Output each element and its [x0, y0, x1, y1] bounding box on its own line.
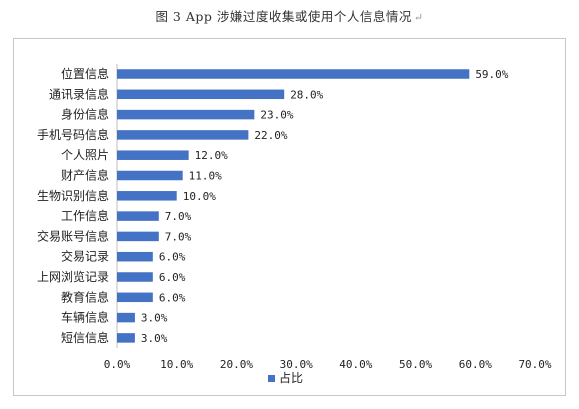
category-label: 生物识别信息: [37, 188, 109, 203]
data-label: 6.0%: [159, 291, 186, 304]
category-label: 身份信息: [61, 107, 109, 122]
data-label: 12.0%: [195, 149, 228, 162]
chart-frame: [13, 38, 566, 396]
legend-label: 占比: [279, 370, 303, 385]
bar: [117, 150, 189, 160]
data-label: 6.0%: [159, 251, 186, 264]
bar: [117, 211, 159, 221]
category-label: 手机号码信息: [37, 127, 109, 142]
x-tick-label: 20.0%: [220, 358, 253, 371]
caption-text: 图 3 App 涉嫌过度收集或使用个人信息情况: [155, 9, 412, 24]
category-label: 通讯录信息: [49, 86, 109, 101]
x-tick-label: 50.0%: [399, 358, 432, 371]
category-label: 上网浏览记录: [37, 269, 109, 284]
x-tick-label: 70.0%: [518, 358, 551, 371]
data-label: 28.0%: [290, 88, 323, 101]
bar: [117, 130, 249, 140]
bar: [117, 109, 255, 120]
data-label: 7.0%: [165, 230, 192, 243]
data-label: 59.0%: [475, 68, 508, 81]
paragraph-mark-icon: ↵: [413, 11, 424, 24]
x-tick-label: 30.0%: [280, 358, 313, 371]
bar: [117, 231, 159, 242]
bar: [117, 272, 153, 282]
x-tick-label: 10.0%: [160, 358, 193, 371]
category-label: 财产信息: [61, 168, 109, 183]
data-label: 22.0%: [254, 129, 287, 142]
bar: [117, 251, 153, 262]
category-label: 车辆信息: [61, 310, 109, 325]
category-label: 位置信息: [61, 66, 109, 81]
category-label: 工作信息: [61, 208, 109, 223]
data-label: 3.0%: [141, 332, 168, 345]
category-label: 教育信息: [61, 289, 109, 304]
bar: [117, 191, 177, 201]
data-label: 10.0%: [183, 190, 216, 203]
x-tick-label: 60.0%: [459, 358, 492, 371]
data-label: 6.0%: [159, 271, 186, 284]
category-label: 交易账号信息: [37, 228, 109, 243]
bar: [117, 333, 135, 343]
x-tick-label: 0.0%: [104, 358, 131, 371]
chart-caption: 图 3 App 涉嫌过度收集或使用个人信息情况 ↵: [0, 6, 579, 25]
bar: [117, 170, 183, 181]
category-label: 短信信息: [61, 330, 109, 345]
bar: [117, 89, 285, 100]
bar: [117, 292, 153, 303]
category-label: 个人照片: [61, 148, 109, 162]
data-label: 3.0%: [141, 312, 168, 325]
category-label: 交易记录: [61, 249, 109, 264]
bar: [117, 69, 470, 79]
data-label: 7.0%: [165, 210, 192, 223]
legend-swatch: [268, 375, 275, 382]
data-label: 23.0%: [260, 109, 293, 122]
bar: [117, 312, 135, 323]
data-label: 11.0%: [189, 170, 222, 183]
x-tick-label: 40.0%: [339, 358, 372, 371]
